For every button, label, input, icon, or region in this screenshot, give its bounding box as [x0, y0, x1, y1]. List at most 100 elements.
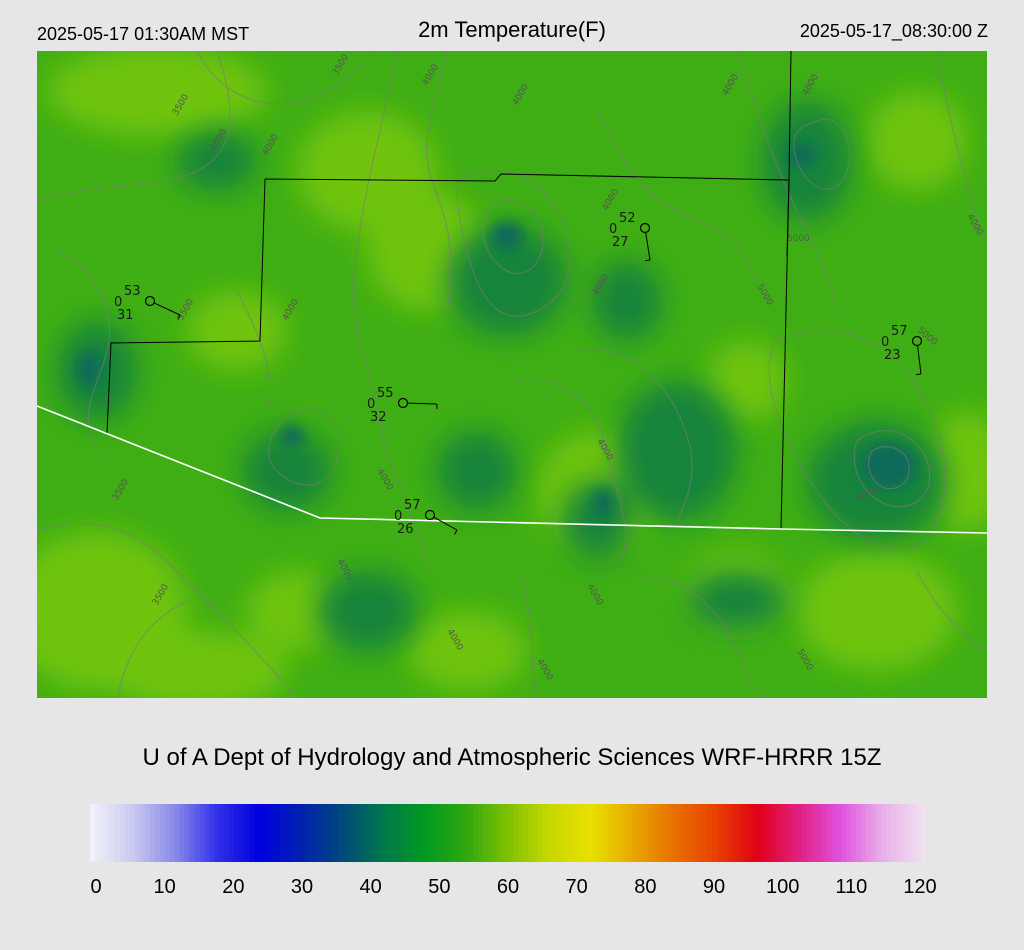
colorbar-tick-label: 30 — [290, 876, 314, 898]
colorbar-segment — [398, 804, 405, 862]
colorbar-segment — [632, 804, 638, 862]
colorbar-segment — [114, 804, 121, 862]
station-temperature: 53 — [124, 284, 141, 299]
colorbar-segment — [871, 804, 877, 862]
wind-barb-flag — [454, 529, 458, 535]
colorbar-segment — [662, 804, 668, 862]
temperature-colorbar — [90, 804, 926, 862]
colorbar-segment — [791, 804, 798, 862]
colorbar-segment — [891, 804, 897, 862]
colorbar-segment — [916, 804, 922, 862]
colorbar-segment — [721, 804, 728, 862]
sky-cover-circle — [397, 397, 409, 409]
county-border-north — [786, 51, 792, 257]
colorbar-segment — [881, 804, 887, 862]
colorbar-segment — [104, 804, 111, 862]
station-cloud-code: 0 — [609, 222, 617, 237]
colorbar-segment — [279, 804, 285, 862]
colorbar-segment — [816, 804, 823, 862]
colorbar-segment — [463, 804, 469, 862]
colorbar-ticks: 0 10 20 30 40 50 60 70 80 90 100 110 120 — [0, 876, 1024, 902]
station-cloud-code: 0 — [394, 509, 402, 524]
colorbar-segment — [483, 804, 489, 862]
colorbar-segment — [254, 804, 260, 862]
wind-barb-flag — [915, 373, 922, 376]
colorbar-segment — [318, 804, 325, 862]
colorbar-segment — [597, 804, 604, 862]
colorbar-segment — [736, 804, 743, 862]
colorbar-segment — [707, 804, 713, 862]
colorbar-segment — [851, 804, 857, 862]
station-cloud-code: 0 — [367, 397, 375, 412]
colorbar-segment — [403, 804, 410, 862]
colorbar-segment — [458, 804, 464, 862]
colorbar-segment — [642, 804, 648, 862]
colorbar-segment — [468, 804, 474, 862]
colorbar-segment — [841, 804, 847, 862]
colorbar-segment — [433, 804, 439, 862]
colorbar-segment — [259, 804, 265, 862]
colorbar-segment — [368, 804, 375, 862]
colorbar-segment — [726, 804, 733, 862]
sky-cover-circle — [144, 295, 156, 307]
colorbar-segment — [478, 804, 484, 862]
colorbar-segment — [124, 804, 131, 862]
colorbar-segment — [826, 804, 833, 862]
colorbar-segment — [159, 804, 166, 862]
colorbar-segment — [323, 804, 330, 862]
colorbar-segment — [473, 804, 479, 862]
colorbar-segment — [692, 804, 698, 862]
colorbar-segment — [214, 804, 220, 862]
station-cloud-code: 0 — [881, 335, 889, 350]
colorbar-tick-label: 20 — [222, 876, 245, 898]
state-boundary — [37, 405, 987, 534]
colorbar-segment — [299, 804, 305, 862]
colorbar-segment — [423, 804, 429, 862]
colorbar-segment — [682, 804, 688, 862]
colorbar-segment — [343, 804, 350, 862]
colorbar-segment — [204, 804, 211, 862]
colorbar-segment — [901, 804, 907, 862]
colorbar-segment — [537, 804, 544, 862]
colorbar-tick-label: 50 — [428, 876, 451, 898]
colorbar-segment — [756, 804, 763, 862]
colorbar-segment — [886, 804, 892, 862]
colorbar-segment — [353, 804, 360, 862]
valid-utc-time: 2025-05-17_08:30:00 Z — [799, 21, 988, 41]
station-temperature: 52 — [619, 211, 636, 226]
colorbar-segment — [567, 804, 574, 862]
colorbar-segment — [602, 804, 609, 862]
sky-cover-circle — [639, 222, 651, 234]
colorbar-segment — [194, 804, 201, 862]
colorbar-segment — [846, 804, 852, 862]
colorbar-segment — [333, 804, 340, 862]
contour-label: 5000 — [787, 234, 810, 244]
colorbar-segment — [274, 804, 280, 862]
colorbar-segment — [503, 804, 509, 862]
wind-barb — [407, 402, 438, 405]
colorbar-segment — [308, 804, 315, 862]
map-title: 2m Temperature(F) — [418, 17, 606, 42]
colorbar-segment — [796, 804, 803, 862]
colorbar-segment — [746, 804, 753, 862]
colorbar-segment — [766, 804, 773, 862]
colorbar-segment — [866, 804, 872, 862]
colorbar-segment — [493, 804, 499, 862]
colorbar-segment — [438, 804, 444, 862]
colorbar-tick-label: 90 — [702, 876, 726, 898]
colorbar-segment — [532, 804, 539, 862]
colorbar-tick-label: 110 — [835, 876, 868, 898]
colorbar-tick-label: 70 — [565, 876, 588, 898]
colorbar-segment — [761, 804, 768, 862]
colorbar-tick-label: 10 — [153, 876, 176, 898]
colorbar-segment — [731, 804, 738, 862]
colorbar-segment — [139, 804, 146, 862]
model-credit: U of A Dept of Hydrology and Atmospheric… — [142, 744, 882, 771]
colorbar-segment — [786, 804, 793, 862]
colorbar-tick-label: 100 — [765, 876, 800, 898]
colorbar-segment — [607, 804, 614, 862]
